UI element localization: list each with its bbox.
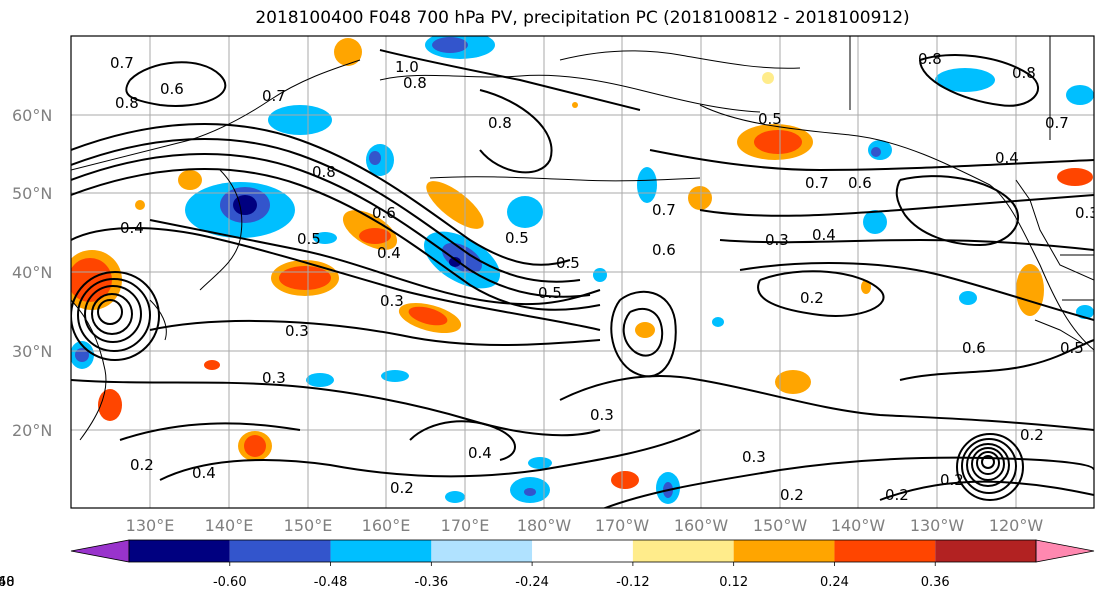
colorbar-segment	[129, 540, 230, 562]
lat-label: 60°N	[12, 106, 52, 125]
colorbar-tick-label: 0.36	[921, 575, 950, 590]
contour-label: 0.4	[812, 226, 836, 244]
land-detail	[1015, 179, 1094, 346]
contour-label: 0.5	[1060, 339, 1084, 357]
contour-label: 0.6	[160, 80, 184, 98]
pv-contours	[71, 49, 1094, 508]
contour-label: 0.4	[995, 149, 1019, 167]
contour-label: 0.6	[962, 339, 986, 357]
lon-label: 140°W	[831, 516, 886, 535]
colorbar-tick-label: 0.60	[0, 575, 14, 590]
lon-label: 170°E	[441, 516, 490, 535]
contour-label: 0.2	[800, 289, 824, 307]
map-frame	[70, 35, 1095, 509]
colorbar-tick-label: -0.36	[415, 575, 449, 590]
contour-label: 0.7	[262, 87, 286, 105]
contour-label: 0.8	[403, 74, 427, 92]
contour-label: 0.7	[805, 174, 829, 192]
colorbar-outline	[128, 539, 1037, 563]
contour-label: 0.7	[1045, 114, 1069, 132]
contour-label: 0.4	[120, 219, 144, 237]
contour-label: 0.3	[285, 322, 309, 340]
lat-label: 50°N	[12, 184, 52, 203]
contour-label: 1.0	[395, 58, 419, 76]
contour-label: 0.2	[940, 471, 964, 489]
latitude-labels: 60°N 50°N 40°N 30°N 20°N	[12, 106, 52, 440]
lon-label: 160°E	[362, 516, 411, 535]
contour-label: 0.5	[505, 229, 529, 247]
map-title: 2018100400 F048 700 hPa PV, precipitatio…	[255, 8, 910, 28]
contour-label: 0.5	[297, 230, 321, 248]
contour-label: 0.3	[1075, 204, 1099, 222]
colorbar-tick-label: 0.12	[719, 575, 748, 590]
contour-label: 0.2	[1020, 426, 1044, 444]
contour-label: 0.3	[590, 406, 614, 424]
contour-label: 0.6	[848, 174, 872, 192]
contour-label: 0.3	[380, 292, 404, 310]
contour-label: 0.6	[372, 204, 396, 222]
colorbar-tick-label: 0.48	[0, 575, 14, 590]
contour-label: 0.8	[312, 163, 336, 181]
contour-label: 0.8	[1012, 64, 1036, 82]
contour-label: 0.3	[262, 369, 286, 387]
map-panel: 0.7 0.6 0.8 1.0 0.8 0.7 0.8 0.5 0.4 0.7 …	[71, 36, 1099, 508]
colorbar-tick-label: -0.48	[314, 575, 348, 590]
colorbar-segment	[532, 540, 633, 562]
contour-labels: 0.7 0.6 0.8 1.0 0.8 0.7 0.8 0.5 0.4 0.7 …	[110, 50, 1099, 504]
longitude-labels: 130°E 140°E 150°E 160°E 170°E 180°W 170°…	[126, 516, 1044, 535]
colorbar-segment	[834, 540, 936, 562]
lon-label: 180°W	[517, 516, 572, 535]
contour-label: 0.6	[652, 241, 676, 259]
lon-label: 160°W	[674, 516, 729, 535]
colorbar: -0.60 -0.48 -0.36 -0.24 -0.12 0.12 0.24 …	[0, 539, 1095, 590]
contour-label: 0.2	[390, 479, 414, 497]
contour-label: 0.5	[556, 254, 580, 272]
coastlines	[71, 36, 1094, 441]
negative-precip-shading	[71, 36, 1094, 504]
lon-label: 150°E	[284, 516, 333, 535]
colorbar-tick-label: -0.60	[213, 575, 247, 590]
contour-label: 0.2	[885, 486, 909, 504]
colorbar-extension-high	[1035, 539, 1095, 563]
colorbar-tick-labels: -0.60 -0.48 -0.36 -0.24 -0.12 0.12 0.24 …	[0, 575, 950, 590]
contour-label: 0.2	[780, 486, 804, 504]
contour-label: 0.3	[742, 448, 766, 466]
colorbar-extension-low	[70, 539, 130, 563]
contour-label: 0.8	[918, 50, 942, 68]
contour-label: 0.4	[468, 444, 492, 462]
colorbar-segment	[229, 540, 331, 562]
contour-label: 0.8	[488, 114, 512, 132]
contour-label: 0.2	[130, 456, 154, 474]
colorbar-segment	[632, 540, 734, 562]
lon-label: 150°W	[753, 516, 808, 535]
colorbar-ticks	[229, 562, 936, 566]
lon-label: 130°W	[910, 516, 965, 535]
contour-label: 0.8	[115, 94, 139, 112]
lat-label: 30°N	[12, 342, 52, 361]
contour-label: 0.4	[192, 464, 216, 482]
lat-label: 40°N	[12, 263, 52, 282]
lon-label: 140°E	[205, 516, 254, 535]
contour-label: 0.5	[538, 284, 562, 302]
colorbar-tick-label: -0.24	[515, 575, 549, 590]
lon-label: 170°W	[595, 516, 650, 535]
contour-label: 0.5	[758, 110, 782, 128]
graticule	[71, 36, 1094, 508]
lat-label: 20°N	[12, 421, 52, 440]
contour-label: 0.7	[652, 201, 676, 219]
colorbar-tick-label: -0.12	[616, 575, 650, 590]
colorbar-segment	[935, 540, 1036, 562]
lon-label: 120°W	[989, 516, 1044, 535]
colorbar-segment	[733, 540, 835, 562]
lon-label: 130°E	[126, 516, 175, 535]
contour-label: 0.4	[377, 244, 401, 262]
colorbar-segment	[330, 540, 432, 562]
contour-label: 0.3	[765, 231, 789, 249]
contour-label: 0.7	[110, 54, 134, 72]
colorbar-segment	[431, 540, 533, 562]
colorbar-segments	[70, 539, 1095, 563]
colorbar-tick-label: 0.24	[820, 575, 849, 590]
